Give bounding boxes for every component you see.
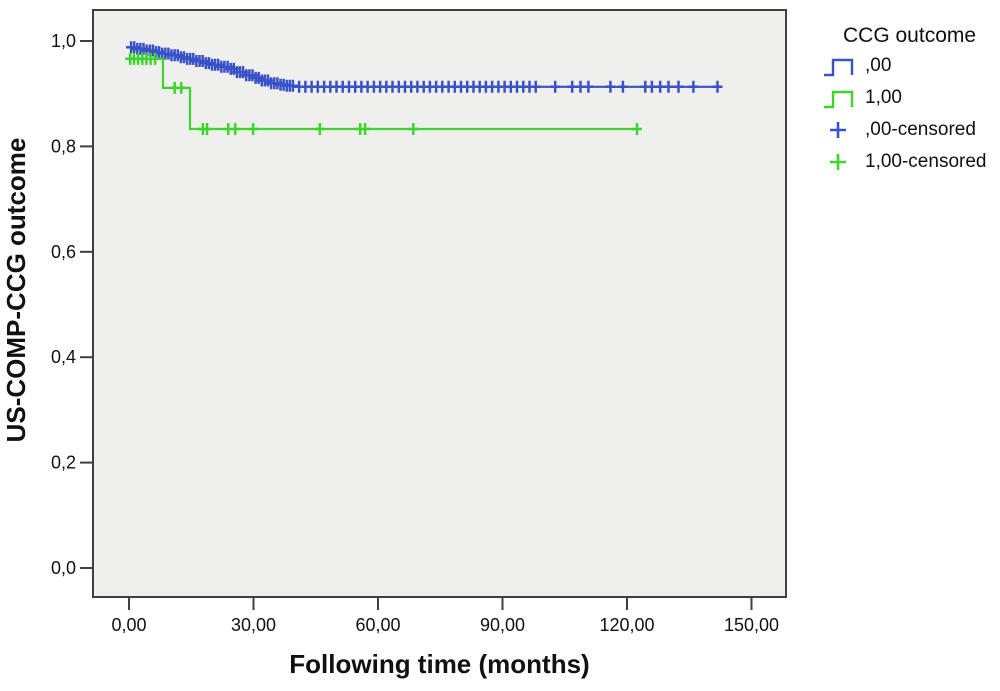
y-tick-label: 1,0 [51, 31, 76, 51]
legend-item-00-censored: ,00-censored [822, 114, 1000, 146]
legend-title: CCG outcome [843, 24, 977, 47]
x-tick-label: 0,00 [111, 615, 146, 635]
x-tick-label: 30,00 [231, 615, 276, 635]
legend-item-00: ,00 [822, 50, 1000, 82]
plus-mark-icon-green [830, 154, 846, 170]
legend-label: 1,00-censored [865, 151, 987, 172]
step-line-icon-blue [824, 58, 854, 77]
x-tick-label: 150,00 [724, 615, 779, 635]
y-axis-title: US-COMP-CCG outcome [1, 137, 31, 443]
x-axis-title: Following time (months) [289, 649, 590, 679]
step-line-icon-green [824, 90, 854, 109]
y-tick-label: 0,6 [51, 242, 76, 262]
legend: CCG outcome ,00 1,00 ,00-censored 1,00-c… [822, 22, 1000, 178]
y-tick-label: 0,2 [51, 453, 76, 473]
censor-marks-0 [126, 41, 723, 93]
y-tick-label: 0,8 [51, 136, 76, 156]
legend-label: ,00 [865, 55, 892, 76]
x-tick-label: 90,00 [480, 615, 525, 635]
y-tick-label: 0,0 [51, 558, 76, 578]
legend-item-100-censored: 1,00-censored [822, 146, 1000, 178]
censor-marks-1 [125, 52, 642, 135]
x-tick-label: 120,00 [599, 615, 654, 635]
legend-label: ,00-censored [865, 119, 976, 140]
plus-mark-icon-blue [830, 122, 846, 138]
legend-label: 1,00 [865, 87, 902, 108]
x-tick-label: 60,00 [355, 615, 400, 635]
y-tick-label: 0,4 [51, 347, 76, 367]
plot-frame [92, 9, 787, 598]
legend-item-100: 1,00 [822, 82, 1000, 114]
